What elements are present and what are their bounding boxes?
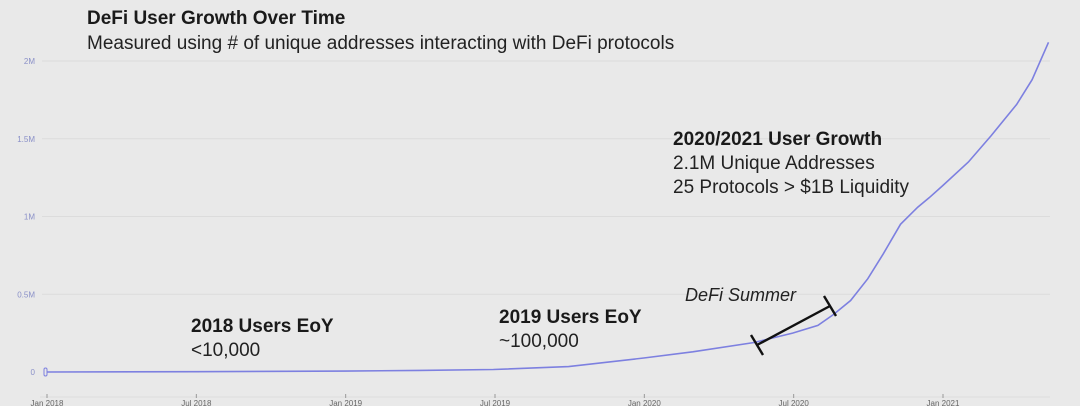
defi-summer-bracket (749, 295, 838, 356)
x-tick-label: Jul 2020 (779, 399, 810, 406)
series-line (46, 41, 1050, 373)
x-axis: Jan 2018 Jul 2018 Jan 2019 Jul 2019 Jan 2020… (31, 394, 1050, 406)
x-tick-label: Jan 2018 (31, 399, 64, 406)
growth-annotation-title: 2020/2021 User Growth (673, 129, 883, 150)
x-tick-label: Jul 2019 (480, 399, 511, 406)
growth-annotation-line1: 2.1M Unique Addresses (673, 153, 875, 174)
y-tick-label: 1.5M (17, 135, 35, 144)
gridlines (42, 60, 1050, 295)
series-start-marker (43, 367, 48, 377)
2019-annotation-title: 2019 Users EoY (499, 307, 642, 328)
chart-subtitle: Measured using # of unique addresses int… (87, 33, 675, 54)
y-tick-label: 0.5M (17, 290, 35, 299)
x-tick-label: Jan 2021 (927, 399, 960, 406)
defi-summer-label: DeFi Summer (685, 285, 797, 305)
2019-annotation-value: ~100,000 (499, 331, 579, 352)
y-tick-label: 0 (31, 368, 36, 377)
y-tick-label: 2M (24, 57, 35, 66)
y-tick-label: 1M (24, 213, 35, 222)
x-tick-label: Jan 2019 (329, 399, 362, 406)
x-tick-label: Jul 2018 (181, 399, 212, 406)
2018-annotation-title: 2018 Users EoY (191, 316, 334, 337)
chart-title: DeFi User Growth Over Time (87, 8, 346, 29)
2018-annotation-value: <10,000 (191, 340, 261, 361)
y-axis: 0 0.5M 1M 1.5M 2M (17, 57, 35, 377)
growth-annotation-line2: 25 Protocols > $1B Liquidity (673, 177, 910, 198)
x-tick-label: Jan 2020 (628, 399, 661, 406)
